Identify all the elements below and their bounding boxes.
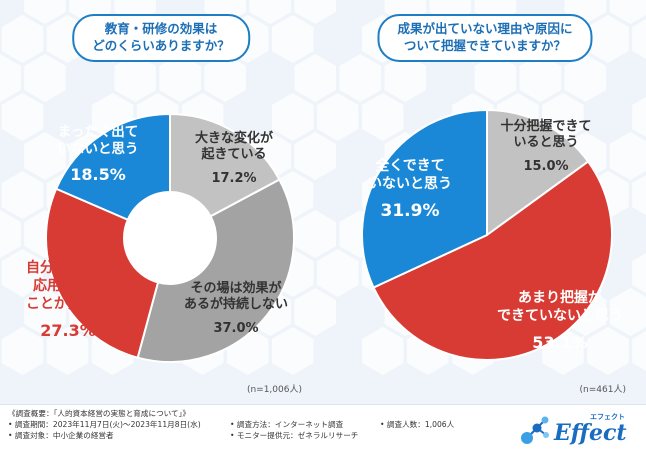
background-hexagon	[204, 54, 246, 102]
segment-value: 27.3%	[40, 321, 96, 340]
survey-target: • 調査対象：中小企業の経営者	[8, 431, 114, 440]
molecule-icon	[521, 416, 549, 444]
segment-value: 17.2%	[211, 171, 256, 186]
background-hexagon	[1, 171, 44, 219]
survey-count: • 調査人数：1,006人	[380, 420, 455, 429]
segment-label-line: ことが難しい	[26, 295, 110, 312]
segment-label-line: できていないと思う	[497, 308, 623, 324]
segment-value: 18.5%	[70, 165, 126, 184]
segment-label-line: まったく出て	[58, 123, 138, 140]
background-hexagon	[46, 327, 89, 375]
background-hexagon	[24, 132, 66, 180]
background-hexagon	[632, 175, 646, 215]
segment-label-line: いると思う	[513, 135, 578, 150]
survey-summary: 《調査概要：「人的資本経営の実態と育成について」》	[8, 409, 191, 418]
background-hexagon	[114, 54, 156, 102]
background-hexagon	[1, 327, 44, 375]
background-hexagon	[0, 54, 21, 102]
chart-segment	[361, 108, 488, 289]
survey-monitor: • モニター提供元：ゼネラルリサーチ	[230, 431, 359, 440]
background-hexagon	[632, 331, 646, 371]
background-hexagon	[0, 210, 21, 258]
left-title-line1: 教育・研修の効果は	[104, 21, 218, 36]
background-hexagon	[271, 327, 314, 375]
background-hexagon	[609, 132, 646, 180]
background-hexagon	[519, 54, 562, 102]
segment-label-line: 全くできて	[374, 157, 445, 174]
segment-value: 15.0%	[523, 159, 568, 174]
background-hexagon	[384, 54, 427, 102]
right-title-line1: 成果が出ていない理由や原因に	[397, 21, 573, 36]
background-hexagon	[317, 249, 359, 297]
segment-label-line: 起きている	[200, 146, 266, 162]
segment-label-line: いないと思う	[58, 141, 139, 157]
segment-label-line: 応用させる	[33, 277, 103, 294]
segment-label-line: 自分の仕事に	[26, 259, 110, 276]
background-hexagon	[271, 15, 314, 63]
segment-label-line: 大きな変化が	[195, 130, 273, 146]
background-hexagon	[159, 54, 201, 102]
segment-label-line: あまり把握が	[518, 289, 603, 306]
left-sample-size: (n=1,006人)	[246, 385, 302, 395]
background-hexagon	[294, 54, 336, 102]
segment-value: 31.9%	[381, 201, 440, 221]
segment-label-line: 十分把握できて	[500, 118, 591, 134]
background-hexagon	[1, 15, 44, 63]
background-hexagon	[249, 0, 291, 24]
background-hexagon	[564, 54, 607, 102]
segment-value: 37.0%	[213, 321, 258, 336]
survey-period: • 調査期間：2023年11月7日(火)〜2023年11月8日(水)	[8, 420, 201, 429]
background-hexagon	[474, 54, 517, 102]
background-hexagon	[294, 288, 336, 336]
segment-label-line: その場は効果が	[190, 280, 281, 296]
background-hexagon	[632, 19, 646, 59]
background-hexagon	[271, 93, 314, 141]
background-hexagon	[587, 15, 629, 63]
logo-kana: エフェクト	[590, 413, 625, 421]
survey-method: • 調査方法：インターネット調査	[230, 420, 344, 429]
background-hexagon	[1, 93, 44, 141]
background-hexagon	[609, 288, 646, 336]
background-hexagon	[294, 210, 336, 258]
background-hexagon	[317, 93, 359, 141]
background-hexagon	[204, 0, 246, 24]
background-hexagon	[294, 0, 336, 24]
effect-logo: エフェクト Effect	[518, 411, 636, 447]
background-hexagon	[632, 97, 646, 137]
right-chart-title: 成果が出ていない理由や原因に ついて把握できていますか？	[377, 14, 593, 62]
right-sample-size: (n=461人)	[579, 385, 626, 395]
background-hexagon	[294, 132, 336, 180]
logo-word: Effect	[554, 420, 627, 446]
background-hexagon	[587, 327, 629, 375]
background-hexagon	[362, 327, 404, 375]
background-hexagon	[24, 0, 66, 24]
segment-value: 53.1%	[532, 333, 588, 352]
background-hexagon	[362, 93, 404, 141]
survey-footer: 《調査概要：「人的資本経営の実態と育成について」》 • 調査期間：2023年11…	[0, 404, 646, 449]
right-title-line2: ついて把握できていますか？	[403, 37, 567, 53]
left-title-line2: どのくらいありますか？	[92, 37, 230, 53]
background-hexagon	[1, 249, 44, 297]
segment-label-line: いないと思う	[368, 176, 452, 192]
background-hexagon	[609, 0, 646, 24]
left-chart-panel: 大きな変化が 起きている 17.2% その場は効果が あるが持続しない 37.0% 自分の仕…	[6, 10, 316, 396]
chart-segment	[372, 160, 613, 361]
left-chart-title: 教育・研修の効果は どのくらいありますか？	[72, 14, 250, 62]
donut-hole	[124, 192, 216, 284]
segment-label-line: あるが持続しない	[184, 296, 288, 312]
background-hexagon	[339, 54, 382, 102]
background-hexagon	[24, 288, 66, 336]
chart-segment	[486, 108, 590, 237]
background-hexagon	[632, 253, 646, 293]
right-chart-panel: 十分把握できて いると思う 15.0% あまり把握ができていないと思う 53.1% 全くで…	[330, 10, 640, 396]
background-hexagon	[24, 54, 66, 102]
